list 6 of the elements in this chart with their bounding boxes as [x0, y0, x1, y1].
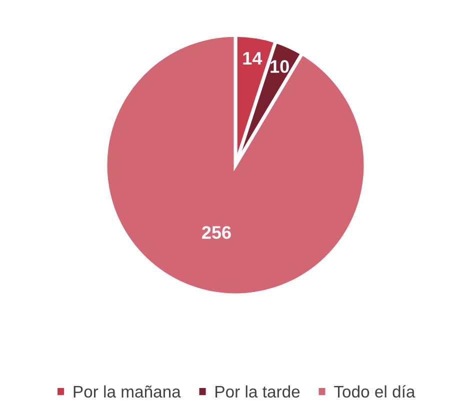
- legend-label: Por la mañana: [74, 385, 181, 398]
- data-label: 10: [270, 60, 289, 73]
- data-label: 256: [202, 226, 231, 239]
- legend-label: Por la tarde: [216, 385, 300, 398]
- data-label: 14: [243, 52, 262, 64]
- legend-label: Todo el día: [334, 385, 416, 398]
